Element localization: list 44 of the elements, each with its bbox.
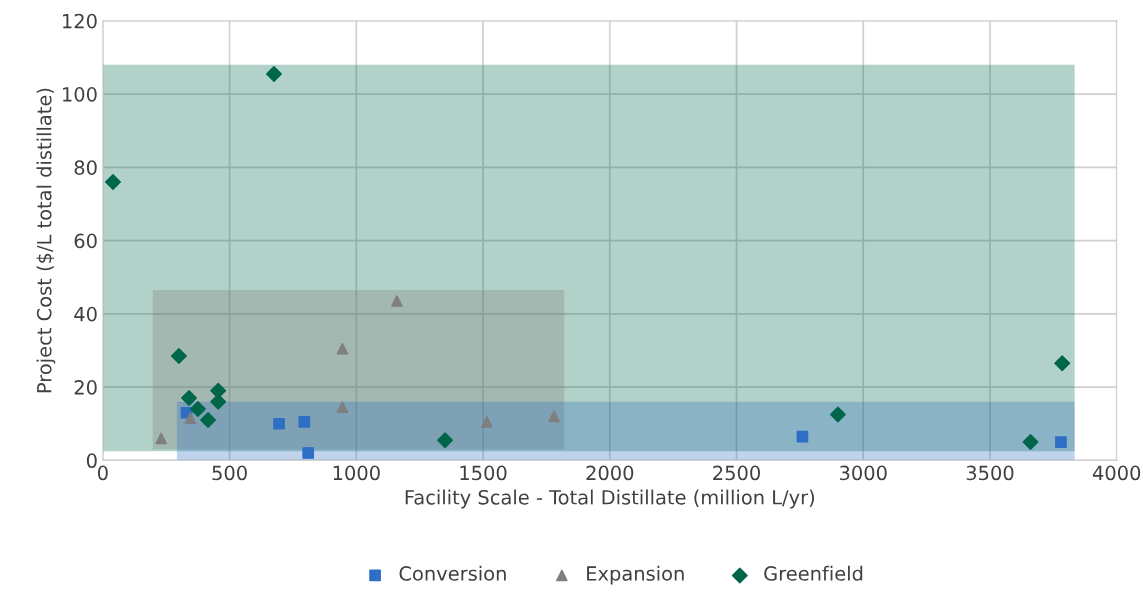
point: [200, 412, 217, 429]
x-tick-label: 1000: [333, 465, 380, 481]
point: [829, 406, 846, 423]
point: [336, 401, 349, 414]
y-tick-label: 80: [74, 160, 97, 175]
point: [184, 412, 197, 425]
y-tick-label: 100: [63, 87, 97, 102]
y-tick-label: 0: [86, 453, 97, 469]
point: [1022, 434, 1039, 451]
point: [391, 295, 403, 307]
y-tick-label: 20: [74, 380, 97, 395]
x-tick-label: 3000: [839, 465, 887, 481]
point: [155, 432, 168, 445]
point: [105, 173, 121, 190]
point: [170, 347, 187, 364]
x-tick-label: 2500: [713, 465, 760, 481]
point: [336, 342, 349, 355]
x-tick-label: 500: [212, 465, 247, 481]
point: [273, 417, 285, 430]
point: [481, 416, 493, 428]
point: [181, 390, 198, 407]
point: [796, 430, 809, 443]
point: [548, 410, 560, 423]
x-tick-label: 3500: [966, 465, 1014, 481]
point: [1055, 436, 1067, 448]
point: [298, 416, 311, 428]
x-tick-label: 1500: [460, 465, 507, 481]
point: [265, 65, 282, 82]
y-tick-label: 60: [74, 233, 97, 249]
point: [302, 447, 315, 459]
point: [437, 432, 454, 449]
y-tick-label: 40: [74, 306, 97, 322]
legend-label: Greenfield: [764, 565, 863, 581]
point: [1054, 355, 1071, 372]
x-tick-label: 0: [97, 465, 108, 481]
legend-label: Conversion: [399, 565, 506, 581]
x-tick-label: 4000: [1092, 465, 1141, 481]
legend-label: Expansion: [587, 565, 684, 585]
x-tick-label: 2000: [586, 465, 634, 481]
x-axis-title: Facility Scale - Total Distillate (million L/yr): [405, 489, 815, 509]
y-axis-title: Project Cost ($/L total distillate): [36, 88, 56, 393]
y-tick-label: 120: [63, 13, 97, 29]
point: [189, 401, 206, 418]
point: [210, 382, 227, 399]
